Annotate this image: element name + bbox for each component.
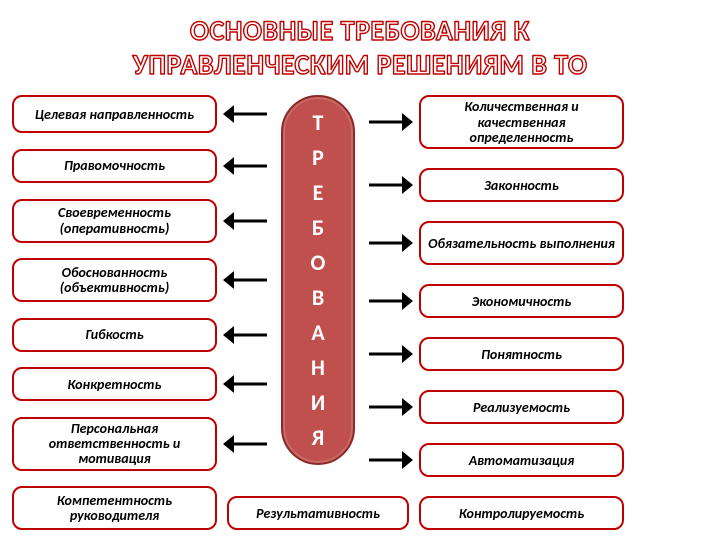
arrow-left-icon: [223, 258, 267, 302]
left-column: Целевая направленность Правомочность Своев…: [12, 95, 217, 530]
main-layout: Целевая направленность Правомочность Своев…: [12, 95, 708, 530]
requirement-box: Реализуемость: [419, 390, 624, 424]
requirement-box: Персональная ответственность и мотивация: [12, 417, 217, 471]
arrow-left-icon: [223, 367, 267, 401]
pill-letter: Я: [312, 426, 325, 449]
pill-letter: Б: [312, 216, 324, 239]
arrow-left-icon: [223, 149, 267, 183]
center-column: ТРЕБОВАНИЯ Результативность: [273, 95, 363, 530]
svg-text:ОСНОВНЫЕ ТРЕБОВАНИЯ КУПРАВЛЕНЧ: ОСНОВНЫЕ ТРЕБОВАНИЯ КУПРАВЛЕНЧЕСКИМ РЕШЕ…: [132, 13, 588, 82]
requirement-box: Количественная и качественная определенн…: [419, 95, 624, 149]
arrow-left-icon: [223, 318, 267, 352]
arrow-left-icon: [223, 199, 267, 243]
right-arrows-column: [367, 95, 415, 530]
requirement-box: Обоснованность (объективность): [12, 258, 217, 302]
title-svg: ОСНОВНЫЕ ТРЕБОВАНИЯ КУПРАВЛЕНЧЕСКИМ РЕШЕ…: [12, 8, 708, 84]
requirement-box: Компетентность руководителя: [12, 486, 217, 530]
pill-letter: Е: [313, 181, 324, 204]
pill-letter: О: [311, 251, 326, 274]
requirement-box: Правомочность: [12, 149, 217, 183]
pill-letter: Н: [311, 356, 325, 379]
arrow-right-icon: [369, 95, 413, 149]
pill-letter: Т: [313, 111, 324, 134]
pill-letter: А: [311, 321, 324, 344]
arrow-right-icon: [369, 443, 413, 477]
arrow-right-icon: [369, 284, 413, 318]
requirement-box: Конкретность: [12, 367, 217, 401]
requirement-box: Контролируемость: [419, 496, 624, 530]
requirement-box: Экономичность: [419, 284, 624, 318]
right-column: Количественная и качественная определенн…: [419, 95, 624, 530]
center-pill: ТРЕБОВАНИЯ: [281, 95, 355, 465]
arrow-right-icon: [369, 337, 413, 371]
arrow-left-icon: [223, 417, 267, 471]
arrow-right-icon: [369, 390, 413, 424]
arrow-right-icon: [369, 221, 413, 265]
arrow-left-icon: [223, 95, 267, 133]
left-arrows-column: [221, 95, 269, 530]
pill-letter: В: [312, 286, 324, 309]
pill-letter: Р: [312, 146, 324, 169]
pill-letter: И: [311, 391, 325, 414]
requirement-box: Автоматизация: [419, 443, 624, 477]
requirement-box: Понятность: [419, 337, 624, 371]
page-title: ОСНОВНЫЕ ТРЕБОВАНИЯ КУПРАВЛЕНЧЕСКИМ РЕШЕ…: [12, 8, 708, 89]
requirement-box: Своевременность (оперативность): [12, 199, 217, 243]
requirement-box: Гибкость: [12, 318, 217, 352]
requirement-box: Целевая направленность: [12, 95, 217, 133]
requirement-box: Обязательность выполнения: [419, 221, 624, 265]
arrow-right-icon: [369, 168, 413, 202]
requirement-box: Законность: [419, 168, 624, 202]
